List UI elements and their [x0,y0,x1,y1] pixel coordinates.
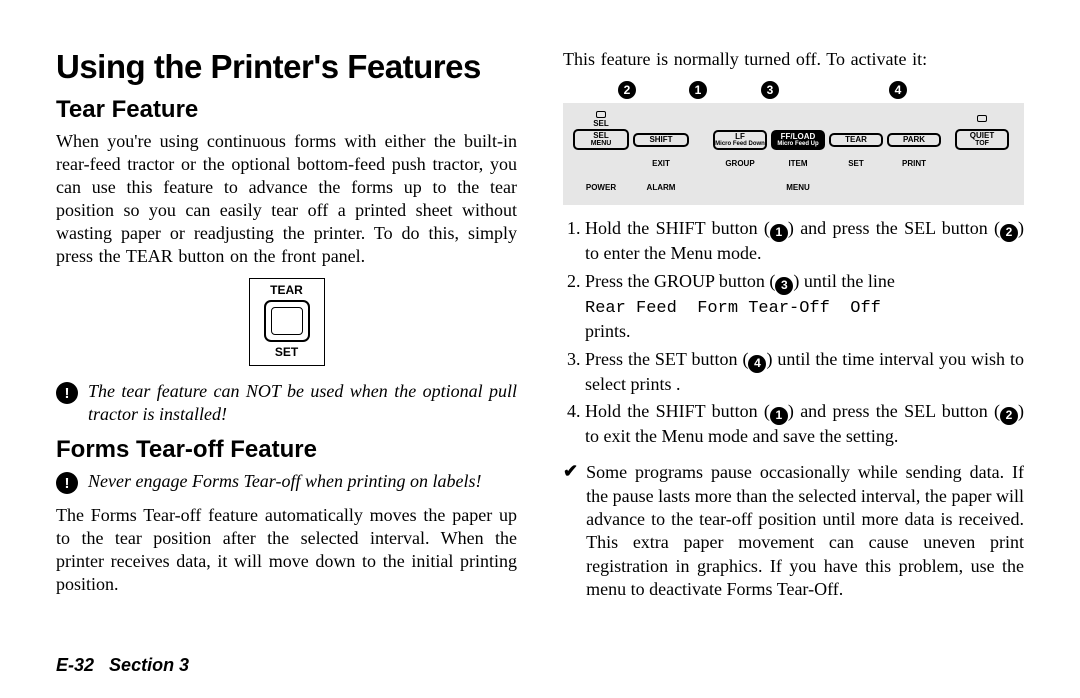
document-page: Using the Printer's Features Tear Featur… [0,0,1080,698]
step-4b: ) and press the SEL button ( [788,401,1000,421]
control-panel-diagram: 2 1 3 4 SEL [563,81,1024,205]
item-label: ITEM [769,159,827,168]
quiet-indicator [953,115,1011,123]
panel-body: SEL SE [563,103,1024,205]
lf-key-sub: Micro Feed Down [715,141,765,147]
shift-key-label: SHIFT [649,136,672,144]
left-column: Using the Printer's Features Tear Featur… [56,48,517,602]
quiet-light-icon [977,115,987,122]
footer-section: Section 3 [109,655,189,675]
step-1a: Hold the SHIFT button ( [585,218,770,238]
checkmark-icon: ✔ [563,461,578,601]
tear-note: ! The tear feature can NOT be used when … [56,380,517,426]
step-3a: Press the SET button ( [585,349,748,369]
activate-intro: This feature is normally turned off. To … [563,48,1024,71]
forms-heading: Forms Tear-off Feature [56,436,517,464]
right-column: This feature is normally turned off. To … [563,48,1024,602]
step-1: Hold the SHIFT button (1) and press the … [585,217,1024,266]
quiet-key-lbl: QUIET [970,132,994,140]
callout-1-icon: 1 [689,81,707,99]
step-2-code: Rear Feed Form Tear-Off Off [585,299,881,318]
tear-key-sublabel: SET [275,345,298,359]
ffload-key-label: FF/LOAD [781,133,816,141]
callout-2-icon: 2 [618,81,636,99]
tear-note-text: The tear feature can NOT be used when th… [88,380,517,426]
tear-key-lbl: TEAR [845,136,867,144]
tear-key-box: TEAR SET [249,278,325,366]
callout-4-icon: 4 [889,81,907,99]
step-3: Press the SET button (4) until the time … [585,348,1024,397]
lf-key: LF Micro Feed Down [713,130,767,150]
tear-paragraph: When you're using continuous forms with … [56,130,517,268]
sel-key: SEL MENU [573,129,629,150]
footer-page: E-32 [56,655,94,675]
forms-note-text: Never engage Forms Tear-off when printin… [88,470,481,493]
group-label: GROUP [711,159,769,168]
step-4a: Hold the SHIFT button ( [585,401,770,421]
menu-key-label: MENU [591,140,612,147]
park-key-lbl: PARK [903,136,925,144]
tear-button-diagram: TEAR SET [56,278,517,366]
inline-callout-2-icon: 2 [1000,224,1018,242]
step-1b: ) and press the SEL button ( [788,218,1000,238]
step-4: Hold the SHIFT button (1) and press the … [585,400,1024,449]
shift-key: SHIFT [633,133,689,147]
callout-3-icon: 3 [761,81,779,99]
panel-key-row: SEL MENU SHIFT LF Micro Feed Down [571,129,1016,150]
exit-label: EXIT [631,159,691,168]
tear-key-icon [264,300,310,342]
inline-callout-4-icon: 4 [748,355,766,373]
ffload-key: FF/LOAD Micro Feed Up [771,130,825,150]
check-note-text: Some programs pause occasionally while s… [586,461,1024,601]
tear-heading: Tear Feature [56,96,517,124]
step-2a: Press the GROUP button ( [585,271,775,291]
inline-callout-1-icon: 1 [770,224,788,242]
panel-top-row: SEL [571,109,1016,129]
step-2b: ) until the line [793,271,894,291]
ffload-key-sub: Micro Feed Up [777,141,818,147]
sel-indicator: SEL [571,111,631,128]
quiet-key: QUIET TOF [955,129,1009,150]
page-footer: E-32 Section 3 [56,655,189,676]
print-label: PRINT [885,159,943,168]
park-key: PARK [887,133,941,147]
warning-icon: ! [56,382,78,404]
step-2c: prints. [585,321,631,341]
panel-mid-row: EXIT GROUP ITEM SET PRINT [571,153,1016,173]
alarm-label: ALARM [631,183,691,192]
step-2: Press the GROUP button (3) until the lin… [585,270,1024,344]
menu-bottom-label: MENU [769,183,827,192]
inline-callout-2-icon: 2 [1000,407,1018,425]
warning-icon: ! [56,472,78,494]
sel-light-icon [596,111,606,118]
tear-key-label: TEAR [270,283,303,297]
two-column-layout: Using the Printer's Features Tear Featur… [56,48,1024,602]
page-title: Using the Printer's Features [56,48,517,86]
panel-bottom-row: POWER ALARM MENU [571,177,1016,197]
set-label: SET [827,159,885,168]
activation-steps: Hold the SHIFT button (1) and press the … [563,217,1024,449]
forms-paragraph: The Forms Tear-off feature automatically… [56,504,517,596]
tear-key: TEAR [829,133,883,147]
inline-callout-1-icon: 1 [770,407,788,425]
power-label: POWER [571,183,631,192]
tof-key-lbl: TOF [975,140,989,147]
forms-note: ! Never engage Forms Tear-off when print… [56,470,517,494]
panel-callout-numbers: 2 1 3 4 [563,81,1024,103]
check-note: ✔ Some programs pause occasionally while… [563,461,1024,601]
inline-callout-3-icon: 3 [775,277,793,295]
sel-top-label: SEL [571,119,631,128]
lf-key-label: LF [735,133,745,141]
sel-key-label: SEL [593,132,609,140]
